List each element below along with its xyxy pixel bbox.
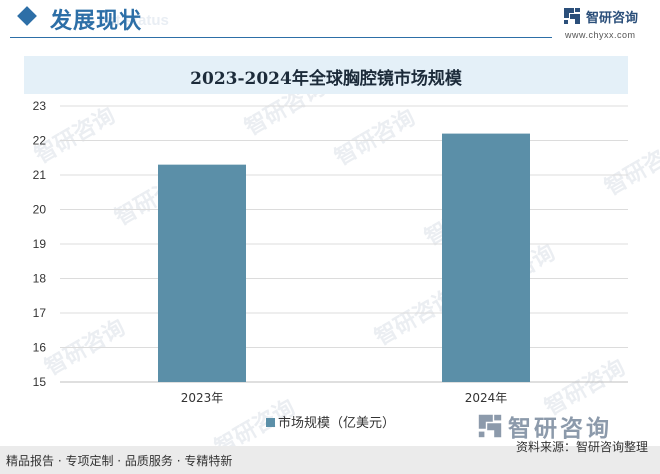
y-tick-label: 15 — [33, 375, 47, 389]
y-tick-label: 17 — [33, 306, 47, 320]
section-header: ent status 发展现状 智研咨询 www.chyxx.com — [0, 0, 660, 42]
footer-links: 精品报告 · 专项定制 · 品质服务 · 专精特新 — [6, 454, 233, 468]
y-tick-label: 21 — [33, 168, 47, 182]
y-tick-label: 20 — [33, 203, 47, 217]
y-tick-label: 19 — [33, 237, 47, 251]
x-tick-label: 2023年 — [181, 391, 224, 405]
legend-swatch — [266, 418, 275, 427]
chart-title-bar: 2023-2024年全球胸腔镜市场规模 — [24, 56, 628, 94]
brand-name: 智研咨询 — [586, 11, 639, 26]
y-tick-label: 23 — [33, 99, 47, 113]
brand-url: www.chyxx.com — [565, 30, 636, 40]
x-tick-label: 2024年 — [465, 391, 508, 405]
bar — [158, 164, 246, 382]
footer-brand: 智研咨询 — [476, 412, 609, 444]
y-tick-label: 16 — [33, 341, 47, 355]
brand-logo-icon — [564, 8, 580, 24]
footer: 精品报告 · 专项定制 · 品质服务 · 专精特新 资料来源：智研咨询整理 — [0, 440, 660, 474]
y-tick-label: 22 — [33, 134, 47, 148]
header-divider — [10, 37, 552, 38]
bar — [442, 133, 530, 382]
section-title: 发展现状 — [50, 9, 143, 34]
section-subtitle: ent status — [98, 12, 169, 29]
source-note: 资料来源：智研咨询整理 — [515, 440, 648, 454]
y-tick-label: 18 — [33, 272, 47, 286]
legend-label: 市场规模（亿美元） — [278, 415, 395, 431]
chart-title: 2023-2024年全球胸腔镜市场规模 — [190, 69, 462, 89]
footer-brand-name: 智研咨询 — [508, 416, 612, 442]
footer-logo-icon — [478, 414, 502, 438]
